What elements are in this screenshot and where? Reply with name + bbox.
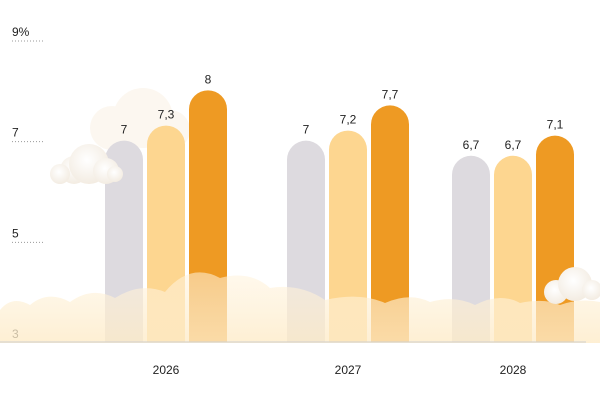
y-tick-label: 7 [12,126,19,140]
data-label: 7,7 [382,87,399,101]
x-category-label: 2028 [500,363,527,377]
bar-2028-s2 [494,155,532,342]
cloud-right-decoration [544,267,600,304]
x-category-label: 2026 [153,363,180,377]
y-tick-label: 5 [12,226,19,240]
y-tick-label: 9% [12,25,30,39]
data-label: 7,1 [547,118,564,132]
data-label: 8 [205,72,212,86]
data-label: 6,7 [463,138,480,152]
x-category-label: 2027 [335,363,362,377]
y-axis: 9%753 [12,25,45,341]
data-label: 7,3 [158,108,175,122]
data-label: 7,2 [340,113,357,127]
data-label: 7 [303,123,310,137]
labels-layer: 7 7,3 8 2026 7 7,2 7,7 2027 6,7 6,7 7,1 2028 [121,72,564,377]
bar-2028-s1 [452,155,490,342]
bar-2027-s2 [329,130,367,342]
data-label: 7 [121,123,128,137]
fog-cloud-decoration [0,272,600,343]
data-label: 6,7 [505,138,522,152]
cloud-left-decoration [50,144,123,184]
bar-2027-s3 [371,105,409,342]
